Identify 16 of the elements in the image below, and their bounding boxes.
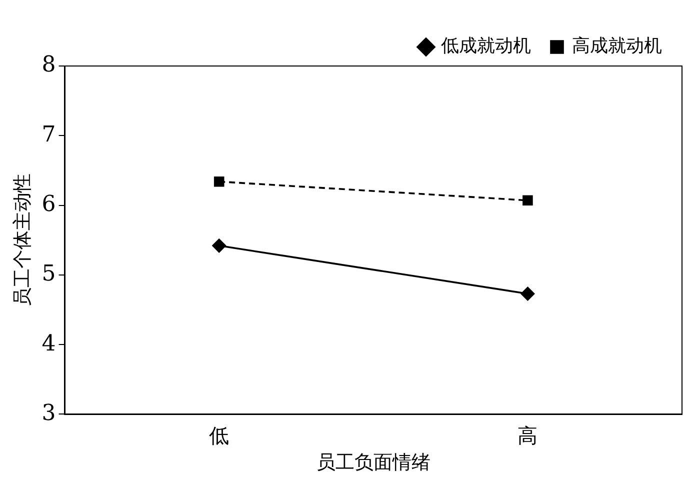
y-tick-label: 8	[42, 52, 56, 78]
legend-label: 高成就动机	[572, 36, 662, 57]
y-tick-label: 6	[42, 192, 56, 217]
point	[214, 176, 224, 187]
point	[522, 195, 533, 206]
y-tick-label: 7	[42, 122, 56, 148]
y-tick-label: 5	[42, 262, 56, 287]
x-axis-title: 员工负面情绪	[316, 452, 430, 474]
legend-label: 低成就动机	[441, 36, 531, 57]
y-axis-title: 员工个体主动性	[11, 174, 34, 307]
y-tick-label: 4	[42, 331, 56, 356]
point	[212, 238, 226, 253]
y-tick-label: 3	[42, 400, 56, 426]
x-tick-label: 低	[209, 423, 230, 448]
point	[520, 286, 535, 301]
x-tick-label: 高	[518, 423, 538, 448]
